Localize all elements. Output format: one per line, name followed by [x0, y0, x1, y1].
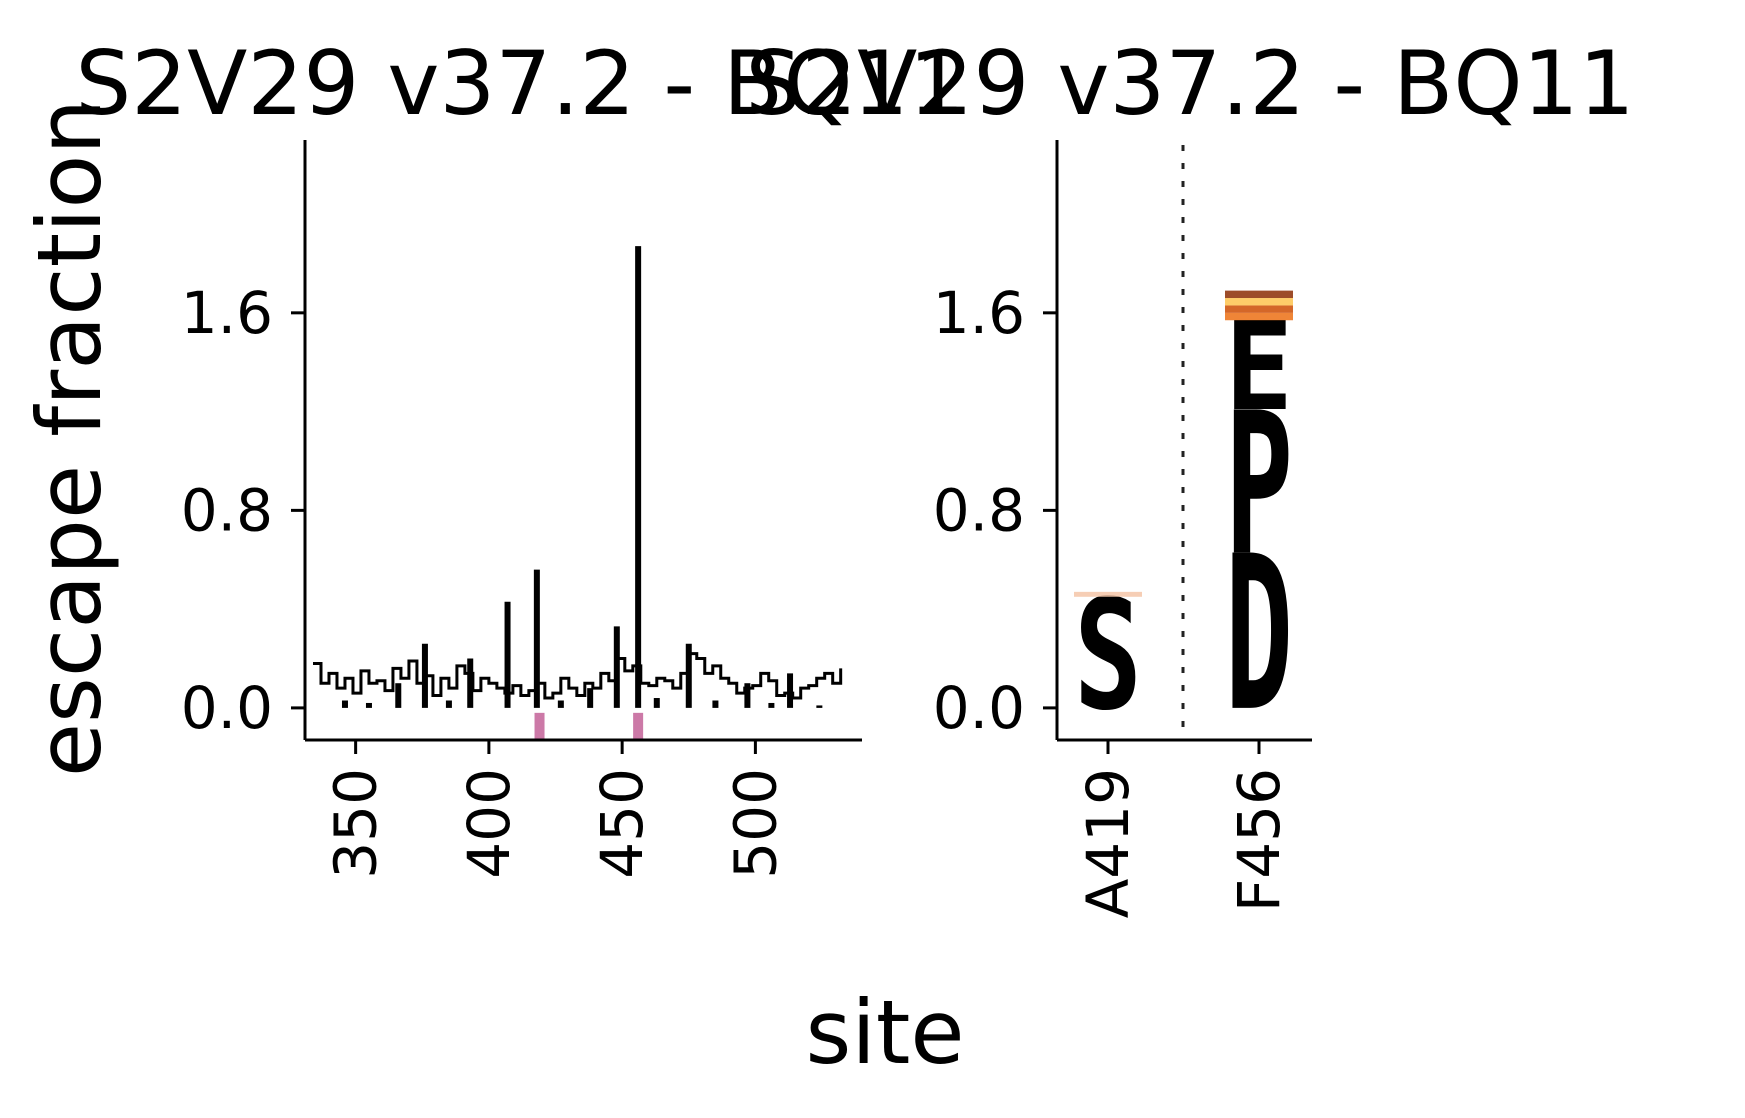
right-xtick-label-1: F456 [1225, 768, 1293, 912]
left-panel-title: S2V29 v37.2 - BQ11 [75, 32, 964, 135]
highlighted-site-markers [534, 712, 644, 740]
right-ytick-label-2: 1.6 [933, 279, 1025, 347]
right-xtick-label-0: A419 [1074, 768, 1142, 918]
logo-minor-F456-5 [1225, 298, 1293, 306]
right-ytick-label-0: 0.0 [933, 674, 1025, 742]
logo-minor-F456-3 [1225, 312, 1293, 321]
right-ytick-label-1: 0.8 [933, 476, 1025, 544]
left-xtick-label-0: 350 [322, 768, 390, 879]
y-axis-label: escape fraction [18, 99, 121, 777]
logo-letter-F456-1: P [1225, 370, 1293, 599]
left-ytick-label-1: 0.8 [181, 476, 273, 544]
step-line [312, 652, 843, 700]
highlight-site-0 [534, 712, 545, 740]
logo-stacks: S DPE [1074, 290, 1293, 759]
left-y-axis: 0.0 0.8 1.6 [181, 140, 307, 742]
right-y-axis: 0.0 0.8 1.6 [933, 140, 1059, 742]
left-xtick-label-3: 500 [721, 768, 789, 879]
highlight-site-1 [633, 712, 644, 740]
spike-lines [341, 246, 823, 708]
logo-minor-A419-1 [1074, 591, 1142, 597]
logo-minor-F456-6 [1225, 290, 1293, 299]
logo-minor-F456-4 [1225, 305, 1293, 313]
right-x-axis: A419 F456 [1057, 738, 1312, 918]
left-ytick-label-2: 1.6 [181, 279, 273, 347]
left-ytick-label-0: 0.0 [181, 674, 273, 742]
x-axis-label: site [806, 981, 965, 1084]
step-series-0 [312, 652, 843, 700]
site-escape-panel: S2V29 v37.2 - BQ11 0.0 0.8 1.6 350 400 450 50… [18, 32, 965, 1084]
logo-panel: S2V29 v37.2 - BQ11 S DPE 0.0 0.8 1.6 A419 F4… [745, 32, 1634, 918]
left-xtick-label-2: 450 [588, 768, 656, 879]
logo-letter-F456-0: D [1225, 512, 1293, 759]
right-panel-title: S2V29 v37.2 - BQ11 [745, 32, 1634, 135]
left-xtick-label-1: 400 [455, 768, 523, 879]
left-x-axis: 350 400 450 500 [305, 738, 862, 879]
